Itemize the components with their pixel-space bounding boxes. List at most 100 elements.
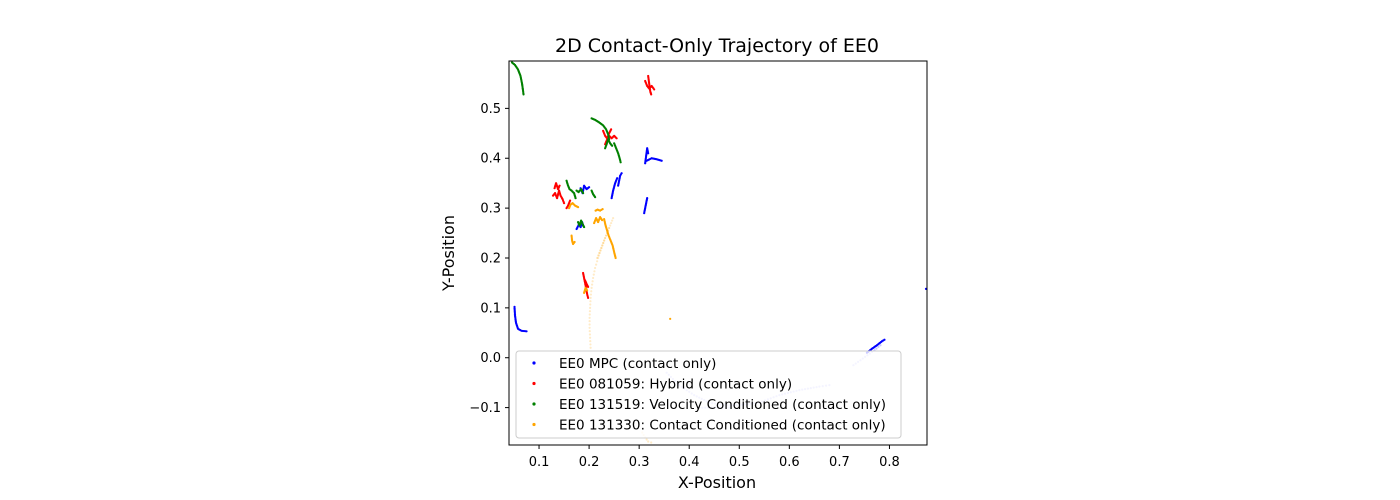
data-point bbox=[611, 219, 614, 222]
data-point bbox=[616, 177, 619, 180]
data-point bbox=[588, 316, 591, 319]
legend: EE0 MPC (contact only) EE0 081059: Hybrid… bbox=[515, 350, 902, 439]
x-tick-label: 0.7 bbox=[829, 455, 850, 470]
y-tick-label: 0.1 bbox=[480, 301, 501, 316]
data-point bbox=[562, 202, 566, 205]
legend-box bbox=[515, 350, 902, 439]
data-point bbox=[581, 192, 585, 195]
series-3-points bbox=[510, 61, 622, 229]
legend-marker bbox=[532, 422, 536, 427]
data-point bbox=[589, 300, 592, 303]
data-point bbox=[877, 345, 880, 349]
data-point bbox=[602, 241, 605, 245]
data-point bbox=[598, 251, 601, 255]
data-point bbox=[588, 333, 592, 336]
y-tick-label: 0.0 bbox=[480, 351, 501, 366]
data-point bbox=[608, 226, 611, 230]
data-point bbox=[615, 137, 618, 140]
data-point bbox=[589, 293, 593, 296]
data-point bbox=[875, 347, 878, 350]
y-tick-label: 0.3 bbox=[480, 202, 501, 217]
data-point bbox=[610, 221, 613, 225]
data-point bbox=[598, 251, 601, 255]
data-point bbox=[602, 241, 605, 245]
y-tick-label: −0.1 bbox=[469, 401, 501, 416]
data-point bbox=[589, 336, 592, 339]
data-point bbox=[605, 234, 608, 237]
data-point bbox=[619, 161, 622, 164]
data-point bbox=[588, 313, 591, 316]
data-point bbox=[610, 128, 613, 131]
y-axis-ticks: 0.5 0.4 0.3 0.2 0.1 0.0 −0.1 bbox=[469, 102, 509, 416]
x-axis-ticks: 0.1 0.2 0.3 0.4 0.5 0.6 0.7 0.8 bbox=[529, 445, 900, 470]
data-point bbox=[614, 256, 617, 260]
plot-frame bbox=[508, 60, 928, 446]
data-point bbox=[646, 197, 649, 200]
data-point bbox=[589, 340, 592, 343]
data-point bbox=[589, 296, 592, 299]
legend-marker bbox=[532, 381, 536, 386]
data-point bbox=[592, 273, 595, 276]
data-point bbox=[588, 310, 592, 313]
data-point bbox=[883, 338, 886, 341]
data-point bbox=[597, 256, 600, 260]
data-point bbox=[589, 346, 592, 349]
chart-title: 2D Contact-Only Trajectory of EE0 bbox=[555, 35, 879, 57]
data-point bbox=[574, 197, 577, 200]
data-point bbox=[525, 330, 528, 333]
x-tick-label: 0.3 bbox=[629, 455, 650, 470]
legend-label: EE0 131519: Velocity Conditioned (contac… bbox=[559, 397, 886, 413]
data-point bbox=[612, 216, 615, 220]
data-point bbox=[590, 290, 593, 293]
data-point bbox=[601, 244, 604, 247]
data-point bbox=[588, 186, 591, 189]
y-tick-label: 0.2 bbox=[480, 251, 501, 266]
y-tick-label: 0.4 bbox=[480, 152, 501, 167]
data-point bbox=[620, 172, 623, 175]
data-point bbox=[604, 236, 607, 240]
data-point bbox=[592, 276, 595, 280]
data-point bbox=[586, 296, 590, 299]
x-tick-label: 0.8 bbox=[879, 455, 900, 470]
data-point bbox=[589, 343, 592, 346]
data-point bbox=[596, 260, 599, 263]
data-point bbox=[645, 438, 648, 441]
data-point bbox=[601, 244, 604, 247]
data-point bbox=[879, 344, 882, 347]
data-point bbox=[608, 226, 611, 230]
data-point bbox=[568, 199, 572, 202]
data-point bbox=[601, 218, 604, 222]
data-point bbox=[585, 289, 589, 292]
data-point bbox=[603, 239, 606, 242]
data-point bbox=[589, 303, 592, 306]
data-point bbox=[588, 320, 591, 323]
data-point bbox=[653, 88, 656, 91]
data-point bbox=[650, 441, 653, 444]
data-point bbox=[647, 440, 650, 443]
legend-label: EE0 081059: Hybrid (contact only) bbox=[559, 377, 792, 393]
data-point bbox=[600, 246, 603, 250]
data-point bbox=[611, 144, 614, 147]
data-point bbox=[605, 234, 608, 237]
data-point bbox=[522, 93, 525, 96]
legend-marker bbox=[532, 361, 536, 365]
data-point bbox=[573, 240, 576, 244]
data-point bbox=[669, 317, 672, 320]
data-point bbox=[597, 254, 600, 257]
data-point bbox=[588, 326, 591, 329]
data-point bbox=[582, 225, 586, 229]
data-point bbox=[589, 306, 592, 309]
x-tick-label: 0.6 bbox=[779, 455, 800, 470]
y-axis-label: Y-Position bbox=[439, 215, 458, 292]
data-point bbox=[576, 206, 580, 209]
x-tick-label: 0.1 bbox=[529, 455, 550, 470]
data-point bbox=[650, 93, 653, 96]
x-tick-label: 0.4 bbox=[679, 455, 700, 470]
data-point bbox=[609, 224, 612, 227]
x-axis-label: X-Position bbox=[678, 473, 756, 492]
legend-label: EE0 MPC (contact only) bbox=[559, 356, 716, 372]
data-point bbox=[558, 184, 561, 187]
data-point bbox=[601, 208, 604, 211]
data-point bbox=[599, 249, 602, 252]
